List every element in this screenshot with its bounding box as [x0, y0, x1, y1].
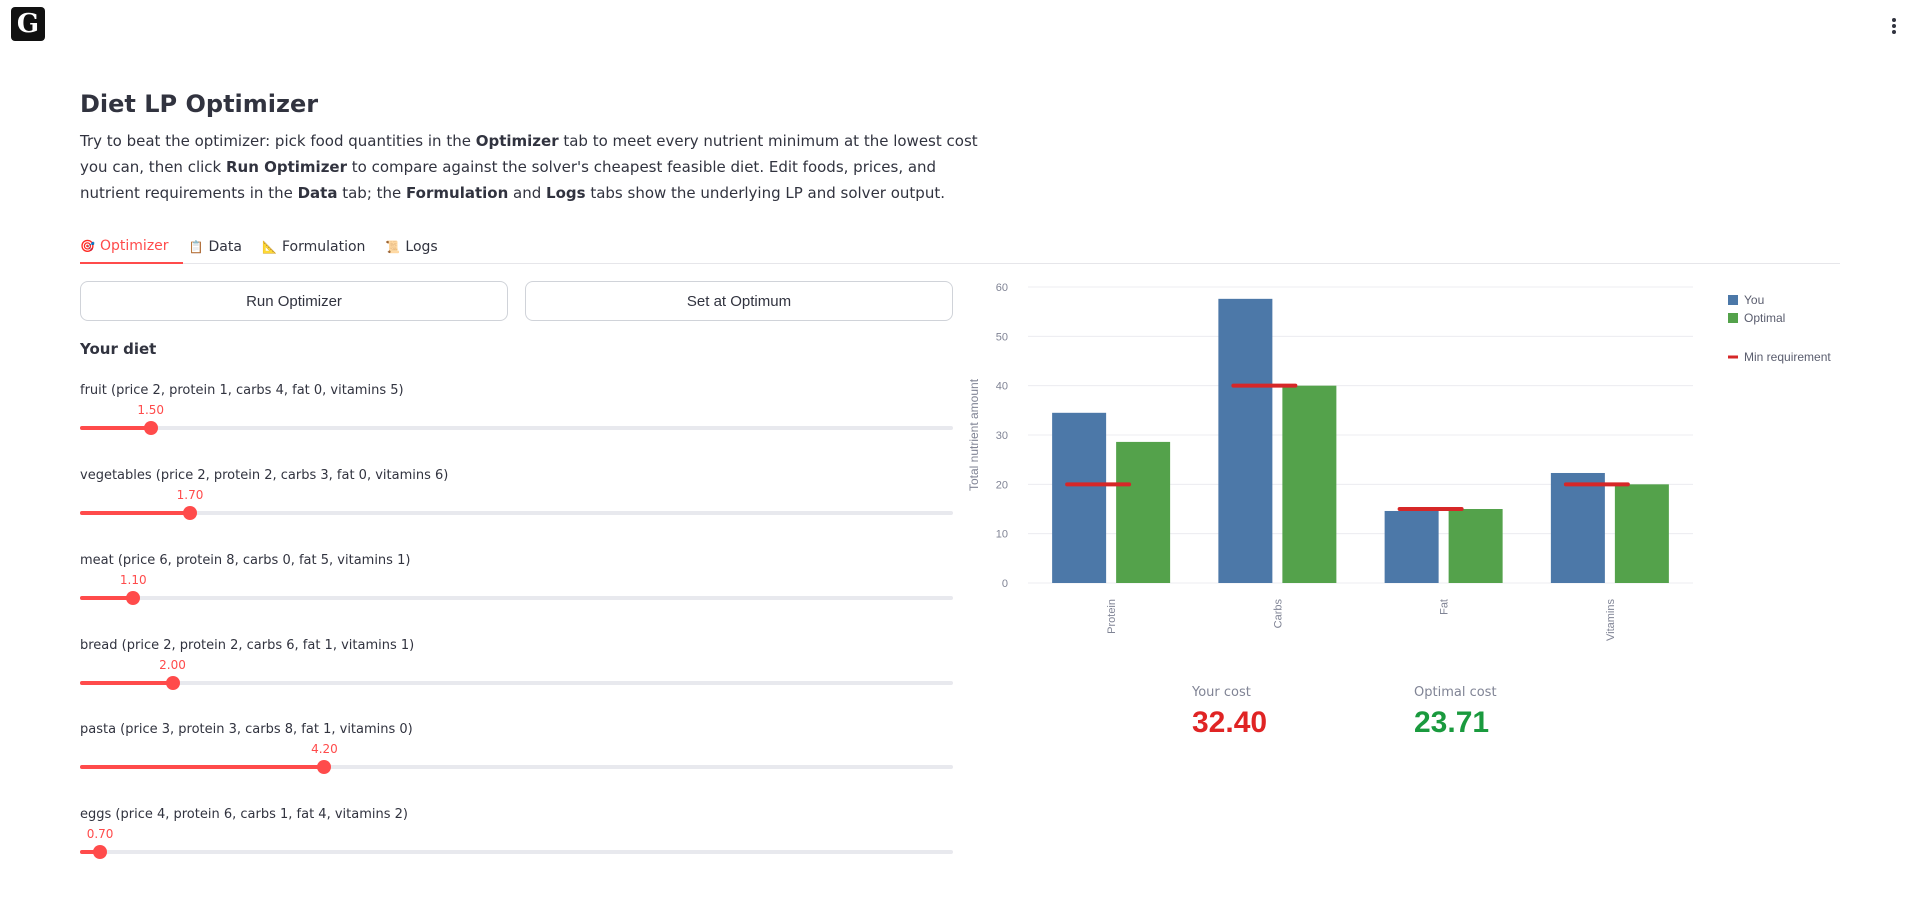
slider-value: 2.00	[159, 658, 186, 672]
slider-track[interactable]	[80, 511, 953, 515]
run-optimizer-button[interactable]: Run Optimizer	[80, 281, 508, 321]
y-tick-label: 30	[996, 430, 1008, 442]
slider-fill	[80, 511, 190, 515]
intro-text: Try to beat the optimizer: pick food qua…	[80, 132, 978, 202]
slider-label: fruit (price 2, protein 1, carbs 4, fat …	[80, 383, 404, 398]
y-tick-label: 40	[996, 381, 1008, 393]
page-header: Diet LP Optimizer Try to beat the optimi…	[80, 90, 1840, 206]
bar-you	[1384, 510, 1439, 583]
page-title: Diet LP Optimizer	[80, 90, 319, 118]
food-slider[interactable]: meat (price 6, protein 8, carbs 0, fat 5…	[80, 553, 953, 613]
slider-fill	[80, 426, 151, 430]
bar-you	[1218, 298, 1273, 583]
bar-optimal	[1282, 385, 1337, 583]
optimal-cost-label: Optimal cost	[1414, 685, 1497, 700]
y-tick-label: 10	[996, 529, 1008, 541]
slider-track[interactable]	[80, 426, 953, 430]
tab-data[interactable]: 📋 Data	[188, 239, 242, 255]
target-icon: 🎯	[80, 239, 95, 253]
slider-label: eggs (price 4, protein 6, carbs 1, fat 4…	[80, 807, 408, 822]
slider-label: bread (price 2, protein 2, carbs 6, fat …	[80, 638, 415, 653]
slider-track[interactable]	[80, 765, 953, 769]
bar-you	[1550, 472, 1605, 583]
y-tick-label: 50	[996, 331, 1008, 343]
slider-fill	[80, 850, 101, 854]
triangle-ruler-icon: 📐	[261, 240, 277, 254]
slider-thumb[interactable]	[165, 676, 180, 690]
slider-thumb[interactable]	[126, 591, 141, 605]
slider-thumb[interactable]	[93, 845, 108, 859]
tab-bar: 🎯 Optimizer 📋 Data 📐 Formulation 📜 Logs	[80, 230, 1840, 264]
tab-optimizer[interactable]: 🎯 Optimizer	[80, 230, 183, 264]
legend-swatch	[1728, 313, 1738, 323]
y-tick-label: 0	[1002, 578, 1008, 590]
slider-thumb[interactable]	[317, 760, 332, 774]
slider-track[interactable]	[80, 596, 953, 600]
slider-track[interactable]	[80, 681, 953, 685]
slider-track[interactable]	[80, 850, 953, 854]
kebab-menu-icon[interactable]	[1891, 18, 1897, 36]
app-logo[interactable]: G	[11, 7, 45, 41]
x-tick-label: Fat	[1439, 599, 1451, 615]
food-slider[interactable]: eggs (price 4, protein 6, carbs 1, fat 4…	[80, 807, 953, 867]
bar-you	[1052, 412, 1107, 583]
scroll-icon: 📜	[385, 240, 401, 254]
food-slider[interactable]: bread (price 2, protein 2, carbs 6, fat …	[80, 638, 953, 698]
set-at-optimum-button[interactable]: Set at Optimum	[525, 281, 953, 321]
clipboard-icon: 📋	[188, 240, 204, 254]
x-tick-label: Protein	[1106, 599, 1118, 634]
slider-value: 4.20	[311, 742, 338, 756]
optimal-cost-metric: Optimal cost 23.71	[1414, 685, 1497, 740]
tab-formulation[interactable]: 📐 Formulation	[261, 239, 366, 255]
tab-logs[interactable]: 📜 Logs	[385, 239, 438, 255]
slider-value: 1.50	[137, 403, 165, 417]
food-slider[interactable]: vegetables (price 2, protein 2, carbs 3,…	[80, 468, 953, 528]
x-tick-label: Vitamins	[1605, 599, 1617, 641]
slider-fill	[80, 765, 325, 769]
slider-fill	[80, 681, 173, 685]
diet-heading: Your diet	[80, 340, 157, 358]
food-slider[interactable]: fruit (price 2, protein 1, carbs 4, fat …	[80, 383, 953, 443]
food-slider[interactable]: pasta (price 3, protein 3, carbs 8, fat …	[80, 722, 953, 782]
slider-value: 1.70	[176, 488, 204, 502]
bar-optimal	[1448, 509, 1503, 583]
slider-value: 0.70	[86, 827, 114, 841]
legend-label: You	[1744, 293, 1764, 307]
your-cost-label: Your cost	[1192, 685, 1251, 700]
legend-label: Optimal	[1744, 311, 1785, 325]
slider-thumb[interactable]	[143, 421, 158, 435]
legend-swatch	[1728, 295, 1738, 305]
slider-label: vegetables (price 2, protein 2, carbs 3,…	[80, 468, 449, 483]
slider-thumb[interactable]	[182, 506, 197, 520]
slider-fill	[80, 596, 134, 600]
optimal-cost-value: 23.71	[1414, 706, 1490, 739]
x-tick-label: Carbs	[1272, 599, 1284, 629]
slider-value: 1.10	[119, 573, 147, 587]
bar-optimal	[1116, 441, 1171, 583]
slider-label: meat (price 6, protein 8, carbs 0, fat 5…	[80, 553, 411, 568]
your-cost-value: 32.40	[1192, 706, 1268, 739]
y-axis-label: Total nutrient amount	[967, 378, 981, 491]
y-tick-label: 20	[996, 479, 1008, 491]
nutrient-chart: 0 10 20 30 40 50 60 Total nutrient amount Protei…	[960, 275, 1860, 655]
bar-optimal	[1614, 484, 1669, 583]
your-cost-metric: Your cost 32.40	[1192, 685, 1267, 740]
y-tick-label: 60	[996, 282, 1008, 294]
legend-label: Min requirement	[1744, 350, 1831, 364]
slider-label: pasta (price 3, protein 3, carbs 8, fat …	[80, 722, 413, 737]
